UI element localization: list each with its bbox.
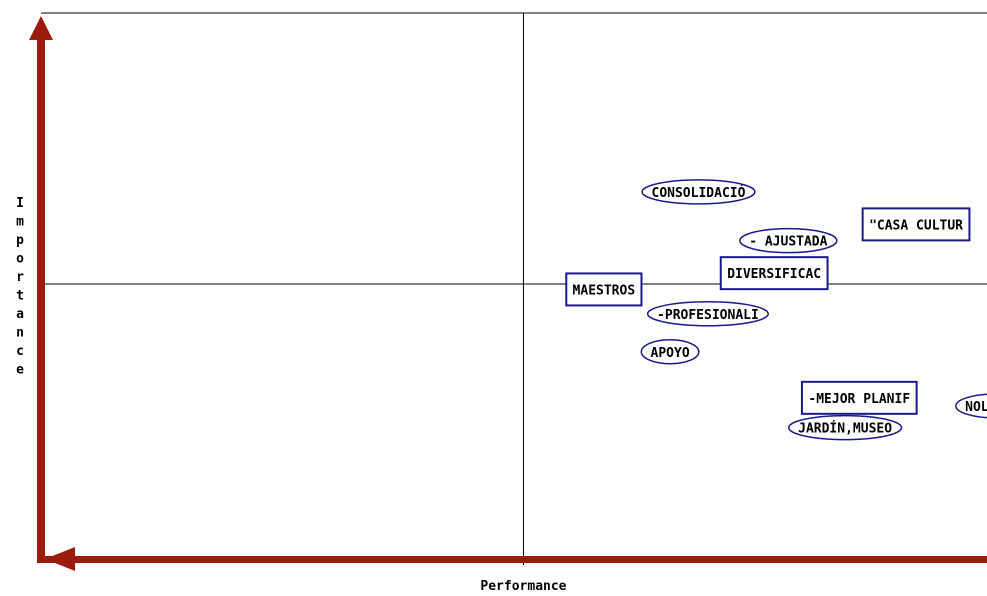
data-points-group: CONSOLIDACIÓ "CASA CULTUR - AJUSTADA DIVERS… bbox=[565, 179, 987, 441]
data-point-ellipse bbox=[955, 393, 987, 419]
data-point-box bbox=[800, 380, 918, 415]
data-point: DIVERSIFICAC bbox=[719, 256, 829, 291]
data-point: -PROFESIONALI bbox=[646, 301, 770, 327]
data-point-ellipse bbox=[739, 227, 838, 254]
data-point-label: -PROFESIONALI bbox=[657, 308, 759, 323]
y-axis-arrow-head bbox=[29, 16, 53, 40]
data-point: "CASA CULTUR bbox=[861, 207, 971, 242]
data-point-box bbox=[719, 256, 829, 291]
x-axis-title: Performance bbox=[480, 579, 566, 594]
data-point-label: "CASA CULTUR bbox=[869, 218, 963, 233]
data-point-label: DIVERSIFICAC bbox=[727, 267, 821, 282]
x-axis-arrow-head bbox=[45, 547, 75, 571]
y-axis-arrow-shaft bbox=[37, 36, 45, 560]
data-point-box bbox=[565, 272, 643, 307]
data-point: -MEJOR PLANIF bbox=[800, 380, 918, 415]
data-point-label: -MEJOR PLANIF bbox=[808, 392, 910, 407]
data-point-ellipse bbox=[641, 179, 756, 205]
data-point: NOLOGIAS bbox=[955, 393, 987, 419]
data-point-ellipse bbox=[787, 414, 903, 441]
data-point-label: MAESTROS bbox=[573, 283, 636, 298]
data-point-ellipse bbox=[640, 339, 700, 365]
data-point: MAESTROS bbox=[565, 272, 643, 307]
data-point: - AJUSTADA bbox=[739, 227, 838, 254]
data-point-label: NOLOGIAS bbox=[965, 400, 987, 415]
data-point-label: - AJUSTADA bbox=[749, 235, 827, 250]
data-point: JARDÍN,MUSEO bbox=[787, 414, 903, 441]
data-point-box bbox=[861, 207, 971, 242]
data-point-label: APOYO bbox=[651, 346, 690, 361]
data-point: CONSOLIDACIÓ bbox=[641, 179, 756, 205]
data-point-label: JARDÍN,MUSEO bbox=[798, 421, 892, 437]
data-point-ellipse bbox=[646, 301, 770, 327]
data-point-label: CONSOLIDACIÓ bbox=[652, 185, 746, 201]
x-axis-arrow-shaft bbox=[37, 556, 987, 563]
data-point: APOYO bbox=[640, 339, 700, 365]
axes-group bbox=[29, 16, 987, 571]
